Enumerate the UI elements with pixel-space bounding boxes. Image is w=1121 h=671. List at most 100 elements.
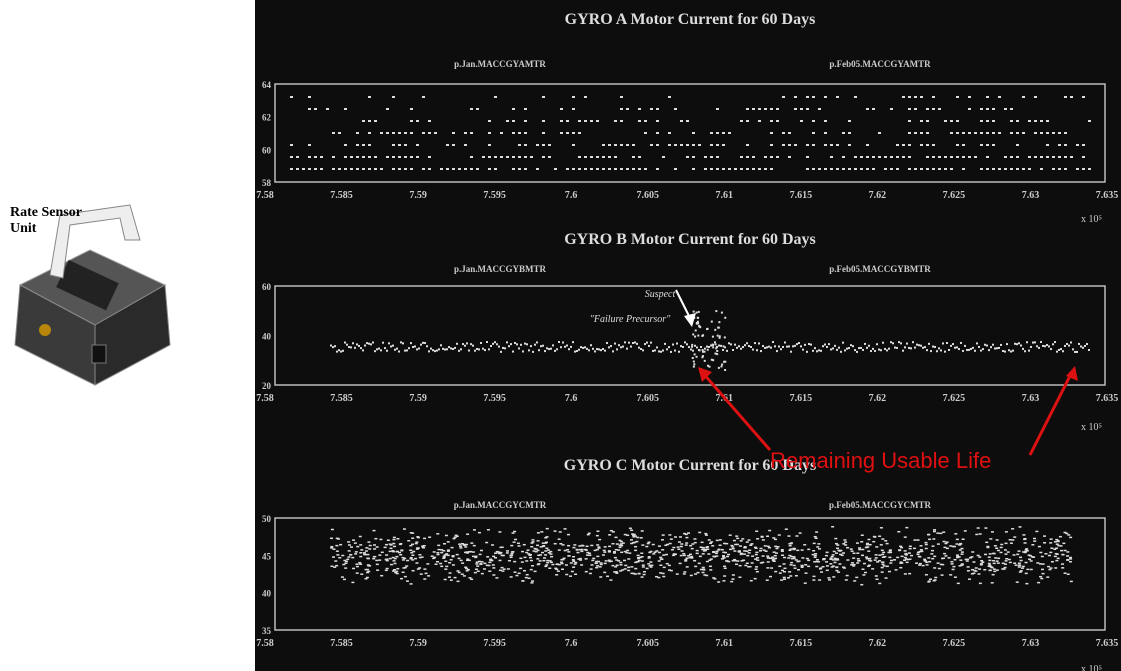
noise	[977, 573, 981, 575]
noise	[689, 544, 693, 547]
noise	[302, 168, 305, 170]
noise	[544, 550, 548, 552]
noise	[1011, 528, 1015, 530]
noise	[789, 575, 793, 577]
noise	[978, 582, 982, 585]
noise	[1041, 572, 1045, 575]
noise	[1066, 558, 1070, 561]
noise	[446, 348, 448, 351]
noise	[1022, 347, 1024, 350]
noise	[1017, 562, 1021, 565]
noise	[987, 556, 991, 558]
noise	[986, 344, 988, 347]
noise	[545, 547, 549, 550]
noise	[812, 144, 815, 146]
noise	[990, 346, 992, 349]
noise	[1024, 549, 1028, 551]
noise	[766, 567, 770, 569]
noise	[559, 542, 563, 545]
noise	[627, 569, 631, 572]
noise	[620, 108, 623, 110]
noise	[994, 347, 996, 350]
noise	[642, 349, 644, 352]
noise	[758, 168, 761, 170]
noise	[715, 550, 719, 553]
noise	[335, 564, 339, 567]
noise	[620, 120, 623, 122]
noise	[824, 96, 827, 98]
noise	[716, 349, 719, 352]
noise	[816, 546, 820, 548]
noise	[832, 550, 836, 553]
noise	[620, 346, 622, 349]
noise	[640, 530, 644, 532]
noise	[918, 562, 922, 565]
noise	[815, 531, 819, 533]
noise	[939, 532, 943, 535]
noise	[797, 568, 801, 571]
noise	[444, 568, 448, 570]
scan-noise	[330, 310, 1090, 371]
noise	[1013, 562, 1017, 564]
noise	[612, 552, 616, 554]
noise	[344, 144, 347, 146]
noise	[842, 567, 846, 569]
noise	[536, 558, 540, 560]
noise	[718, 344, 720, 347]
noise	[456, 580, 460, 583]
noise	[485, 564, 489, 567]
noise	[600, 349, 602, 352]
noise	[720, 344, 722, 347]
noise	[706, 345, 708, 348]
noise	[621, 542, 625, 544]
noise	[388, 557, 392, 560]
noise	[428, 120, 431, 122]
noise	[773, 538, 777, 541]
noise	[884, 347, 886, 350]
noise	[950, 560, 954, 563]
noise	[470, 578, 474, 581]
noise	[756, 538, 760, 540]
noise	[488, 144, 491, 146]
noise	[448, 561, 452, 564]
noise	[668, 534, 672, 536]
noise	[982, 348, 984, 351]
noise	[1017, 550, 1021, 552]
annotation-remaining: Remaining Usable Life	[770, 448, 991, 473]
noise	[656, 132, 659, 134]
noise	[782, 96, 785, 98]
noise	[367, 565, 371, 567]
noise	[602, 549, 606, 552]
noise	[1022, 132, 1025, 134]
noise	[524, 132, 527, 134]
noise	[878, 156, 881, 158]
noise	[974, 567, 978, 569]
noise	[580, 548, 584, 551]
noise	[347, 544, 351, 546]
noise	[502, 346, 504, 349]
noise	[1004, 168, 1007, 170]
noise	[355, 572, 359, 574]
noise	[553, 530, 557, 532]
annotation-suspect: Suspect	[645, 289, 676, 300]
noise	[914, 108, 917, 110]
x-tick-label: 7.615	[790, 393, 813, 404]
noise	[865, 542, 869, 545]
noise	[865, 557, 869, 560]
noise	[910, 554, 914, 557]
noise	[800, 566, 804, 569]
noise	[900, 546, 904, 549]
noise	[440, 565, 444, 568]
noise	[645, 545, 649, 548]
noise	[570, 570, 574, 573]
noise	[729, 548, 733, 551]
noise	[714, 343, 717, 346]
noise	[806, 144, 809, 146]
noise	[714, 552, 718, 555]
noise	[1076, 350, 1078, 353]
noise	[853, 580, 857, 582]
noise	[498, 559, 502, 562]
x-tick-label: 7.62	[869, 190, 887, 201]
noise	[498, 552, 502, 555]
noise	[614, 548, 618, 551]
